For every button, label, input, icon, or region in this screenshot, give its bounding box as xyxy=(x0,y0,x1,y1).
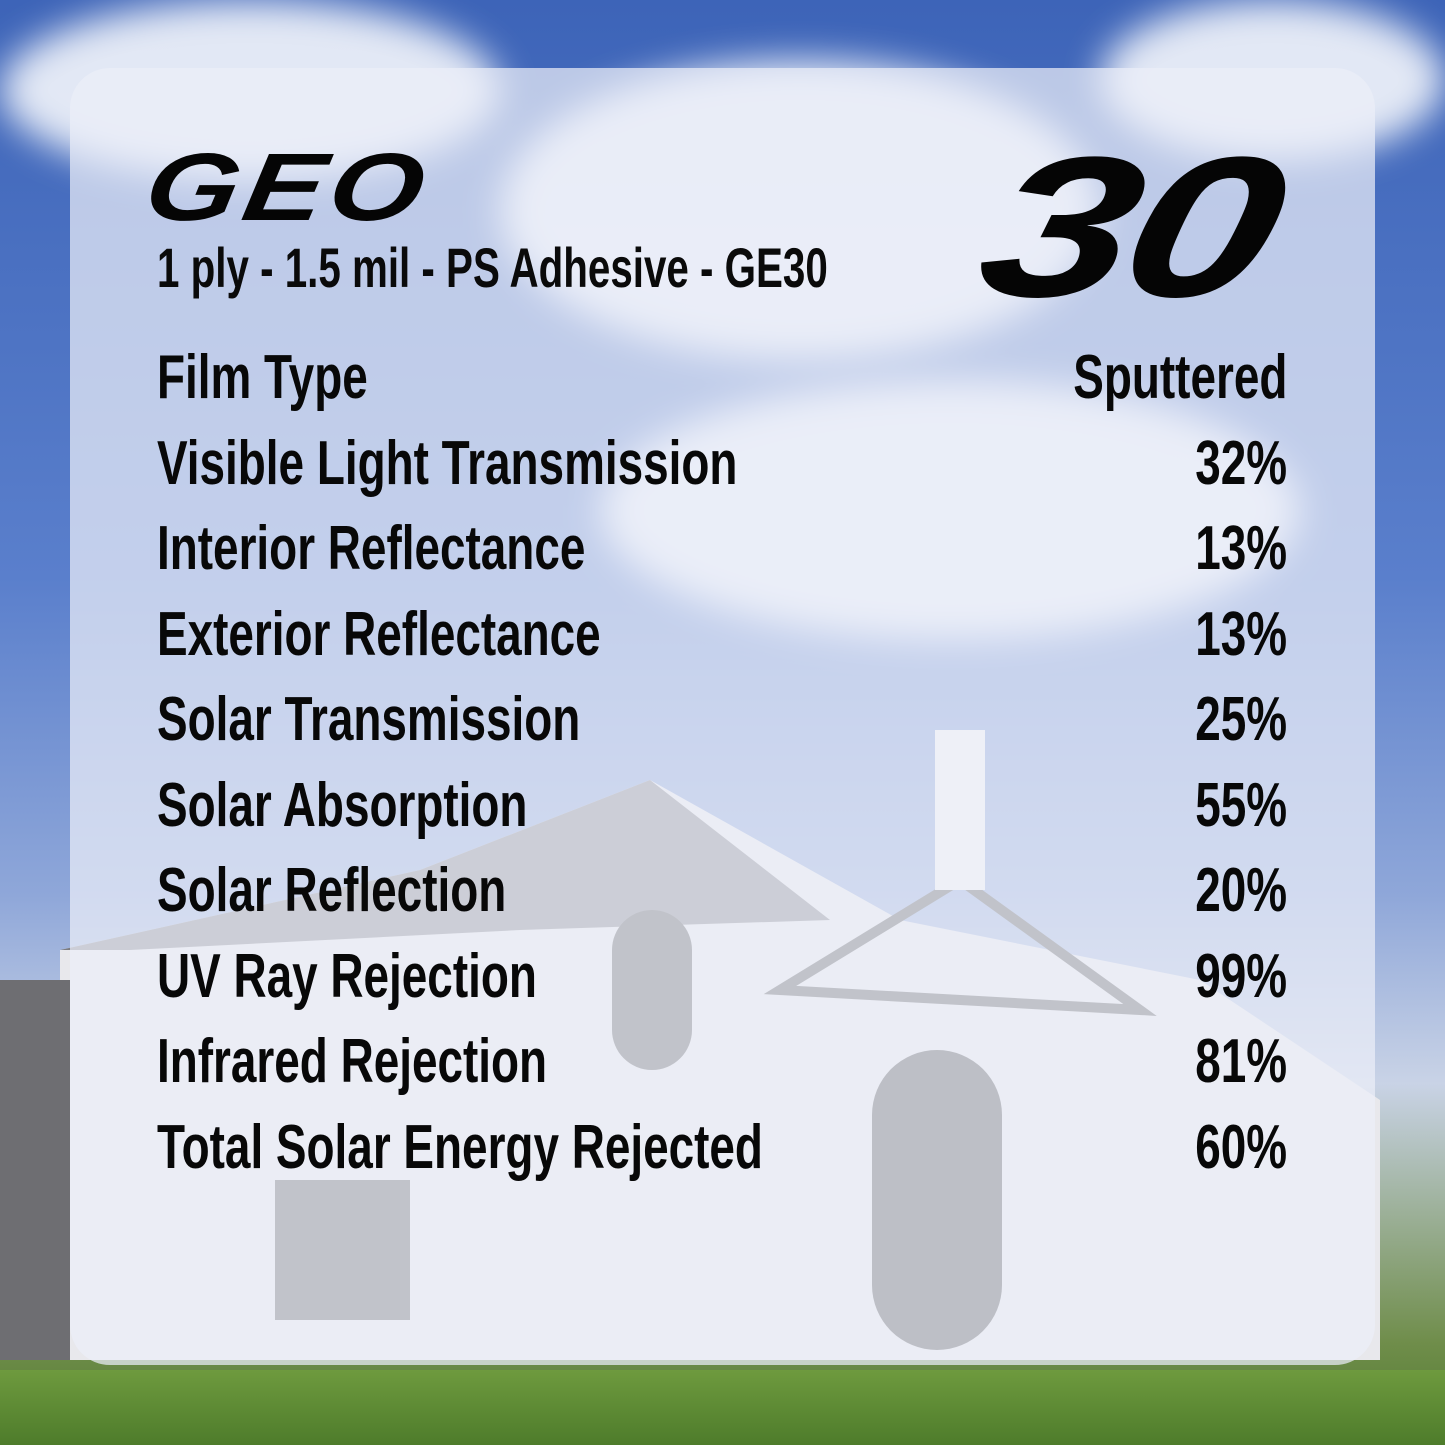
spec-row: Infrared Rejection 81% xyxy=(157,1024,1287,1110)
spec-value: 55% xyxy=(1195,770,1287,840)
spec-label: Film Type xyxy=(157,343,368,412)
spec-label: Infrared Rejection xyxy=(157,1027,548,1096)
spec-label: Solar Reflection xyxy=(157,856,507,925)
spec-row: Visible Light Transmission 32% xyxy=(157,426,1287,512)
spec-value: Sputtered xyxy=(1072,343,1287,412)
lawn xyxy=(0,1370,1445,1445)
brand-logo: GEO xyxy=(137,134,438,241)
spec-value: 99% xyxy=(1195,941,1287,1011)
spec-value: 13% xyxy=(1195,599,1287,669)
spec-label: Solar Transmission xyxy=(157,685,581,754)
shade-number: 30 xyxy=(960,116,1298,339)
spec-value: 81% xyxy=(1195,1027,1287,1096)
spec-value: 20% xyxy=(1195,856,1287,925)
product-subtitle: 1 ply - 1.5 mil - PS Adhesive - GE30 xyxy=(157,236,828,299)
spec-value: 60% xyxy=(1195,1112,1287,1182)
spec-row: Solar Absorption 55% xyxy=(157,768,1287,854)
spec-label: Total Solar Energy Rejected xyxy=(157,1112,763,1182)
spec-label: Exterior Reflectance xyxy=(157,599,601,669)
spec-label: Solar Absorption xyxy=(157,770,528,840)
spec-value: 32% xyxy=(1195,428,1287,498)
spec-row: UV Ray Rejection 99% xyxy=(157,939,1287,1025)
spec-list: Film Type Sputtered Visible Light Transmis… xyxy=(157,340,1287,1195)
spec-value: 13% xyxy=(1195,514,1287,583)
spec-label: Visible Light Transmission xyxy=(157,428,738,498)
spec-label: Interior Reflectance xyxy=(157,514,586,583)
spec-card xyxy=(70,68,1375,1365)
spec-row: Solar Reflection 20% xyxy=(157,853,1287,939)
spec-row: Solar Transmission 25% xyxy=(157,682,1287,768)
spec-row: Exterior Reflectance 13% xyxy=(157,597,1287,683)
spec-row: Total Solar Energy Rejected 60% xyxy=(157,1110,1287,1196)
spec-value: 25% xyxy=(1195,685,1287,754)
spec-row: Film Type Sputtered xyxy=(157,340,1287,426)
spec-label: UV Ray Rejection xyxy=(157,941,537,1011)
spec-row: Interior Reflectance 13% xyxy=(157,511,1287,597)
